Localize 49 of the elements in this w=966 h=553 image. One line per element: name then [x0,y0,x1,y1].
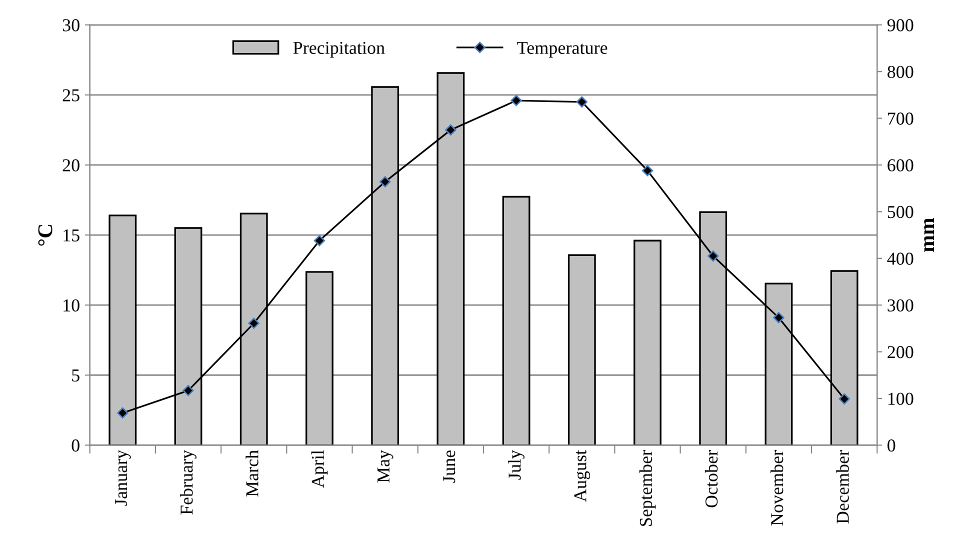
bar [502,196,530,446]
point [182,384,194,396]
x-tick-label: July [508,450,524,480]
x-tick-label: August [574,450,590,502]
bar [568,254,596,446]
point [248,318,260,329]
y-tick-label: 20 [62,159,80,172]
y-tick-label: 0 [72,439,80,452]
y2-axis-title: mm [924,218,934,252]
x-tick-label: June [443,450,456,483]
y-tick-label: 25 [62,89,80,102]
point [117,407,128,419]
y2-tick-label: 800 [888,66,914,78]
point [642,164,654,176]
y2-tick-label: 900 [887,19,914,32]
x-tick-label: April [311,450,328,488]
legend-label: Precipitation [293,42,385,58]
y2-tick-label: 400 [887,252,914,265]
legend-label: Temperature [517,42,608,58]
point [708,250,719,262]
bar [306,271,334,446]
point [510,94,522,106]
y2-tick-label: 600 [888,159,914,172]
y-tick-label: 5 [72,370,80,382]
point [379,176,391,188]
x-tick-label: December [836,450,849,524]
point [773,312,784,324]
y-tick-label: 10 [64,299,80,312]
x-tick-label: May [378,450,394,482]
x-tick-label: October [704,450,718,508]
x-tick-label: September [639,450,656,526]
point [314,235,326,246]
x-tick-label: November [770,450,784,526]
x-tick-label: January [115,450,131,506]
y-tick-label: 15 [64,229,80,242]
y2-tick-label: 100 [888,392,914,405]
y2-tick-label: 0 [888,439,896,452]
y2-tick-label: 300 [888,299,914,312]
bar [634,240,662,446]
point [576,96,588,108]
point [838,393,850,405]
y-axis-title: °C [38,224,52,246]
x-tick-label: February [180,450,196,515]
y-tick-label: 30 [62,19,80,32]
y2-tick-label: 200 [888,346,914,358]
y2-tick-label: 700 [888,112,914,125]
x-tick-label: March [246,450,258,496]
point [445,124,456,136]
y2-tick-label: 500 [888,206,914,218]
